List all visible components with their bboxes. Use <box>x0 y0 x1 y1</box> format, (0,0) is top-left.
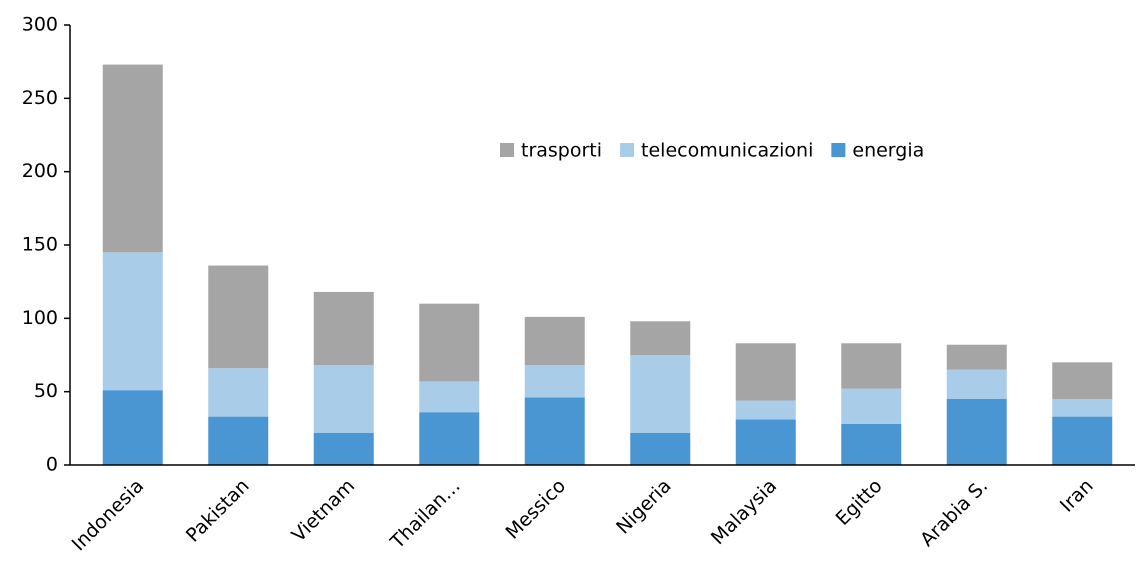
legend-label: trasporti <box>521 140 602 162</box>
bar-segment <box>208 416 269 465</box>
y-tick-label: 100 <box>22 307 58 329</box>
bar-segment <box>313 291 374 366</box>
x-tick-label: Arabia S. <box>916 475 992 551</box>
bar-segment <box>841 388 902 424</box>
bar-segment <box>313 365 374 433</box>
legend-swatch <box>500 143 514 157</box>
bar-segment <box>630 321 691 355</box>
bar-segment <box>946 369 1007 399</box>
legend-swatch <box>620 143 635 157</box>
bar-segment <box>735 400 796 420</box>
bar-segment <box>841 423 902 465</box>
bar-segment <box>313 432 374 465</box>
x-tick-label: Nigeria <box>612 475 676 539</box>
x-tick-label: Thailan… <box>386 475 465 554</box>
bar-segment <box>1052 399 1113 417</box>
bar-segment <box>102 252 163 391</box>
bar-segment <box>735 343 796 401</box>
bar-segment <box>1052 362 1113 399</box>
y-tick-label: 150 <box>22 234 58 256</box>
y-tick-label: 50 <box>34 380 58 402</box>
legend-label: telecomunicazioni <box>641 140 813 162</box>
bar-segment <box>524 316 585 366</box>
legend-swatch <box>831 143 846 157</box>
bar-segment <box>419 381 480 413</box>
y-tick-label: 250 <box>22 87 58 109</box>
x-tick-label: Vietnam <box>288 475 360 547</box>
x-tick-label: Malaysia <box>707 475 781 549</box>
bar-segment <box>946 399 1007 465</box>
bar-segment <box>102 390 163 465</box>
bar-segment <box>208 265 269 369</box>
y-tick-label: 0 <box>46 454 58 476</box>
bar-segment <box>1052 416 1113 465</box>
bar-segment <box>524 365 585 398</box>
bar-segment <box>102 64 163 253</box>
x-tick-label: Messico <box>501 475 570 544</box>
bar-segment <box>419 412 480 465</box>
bar-segment <box>630 355 691 433</box>
bar-segment <box>946 344 1007 370</box>
bar-segment <box>735 419 796 465</box>
x-tick-label: Indonesia <box>68 475 149 556</box>
legend-label: energia <box>852 140 924 162</box>
y-tick-label: 200 <box>22 160 58 182</box>
bar-segment <box>419 303 480 382</box>
bar-segment <box>841 343 902 389</box>
x-tick-label: Pakistan <box>182 475 254 547</box>
bar-segment <box>630 432 691 465</box>
bar-segment <box>524 397 585 465</box>
x-tick-label: Iran <box>1056 475 1098 517</box>
y-tick-label: 300 <box>22 14 58 36</box>
bar-segment <box>208 368 269 417</box>
x-tick-label: Egitto <box>832 475 887 530</box>
